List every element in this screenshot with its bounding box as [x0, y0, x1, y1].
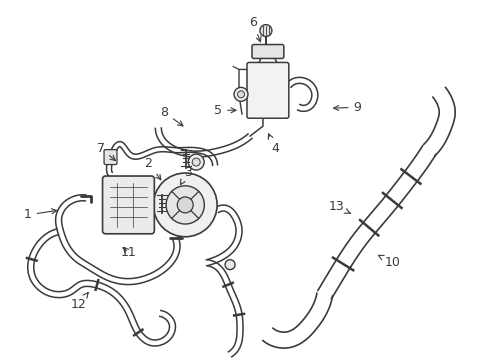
- Circle shape: [166, 186, 204, 224]
- Text: 8: 8: [160, 106, 183, 126]
- Circle shape: [188, 154, 203, 170]
- FancyBboxPatch shape: [251, 45, 283, 58]
- Text: 2: 2: [144, 157, 161, 180]
- Text: 5: 5: [214, 104, 236, 117]
- Text: 6: 6: [248, 16, 261, 42]
- FancyBboxPatch shape: [104, 150, 117, 165]
- Text: 7: 7: [96, 141, 115, 161]
- Circle shape: [153, 173, 217, 237]
- Text: 1: 1: [24, 208, 57, 221]
- Text: 11: 11: [121, 246, 136, 259]
- Text: 9: 9: [333, 101, 361, 114]
- Text: 10: 10: [378, 255, 400, 269]
- Circle shape: [260, 24, 271, 37]
- Text: 4: 4: [268, 134, 278, 155]
- Text: 3: 3: [180, 166, 192, 185]
- Circle shape: [177, 197, 193, 213]
- Text: 12: 12: [71, 293, 88, 311]
- Circle shape: [192, 158, 200, 166]
- Circle shape: [224, 260, 235, 270]
- FancyBboxPatch shape: [246, 62, 288, 118]
- Circle shape: [237, 91, 244, 98]
- FancyBboxPatch shape: [102, 176, 154, 234]
- Text: 13: 13: [328, 201, 349, 213]
- Circle shape: [234, 87, 247, 101]
